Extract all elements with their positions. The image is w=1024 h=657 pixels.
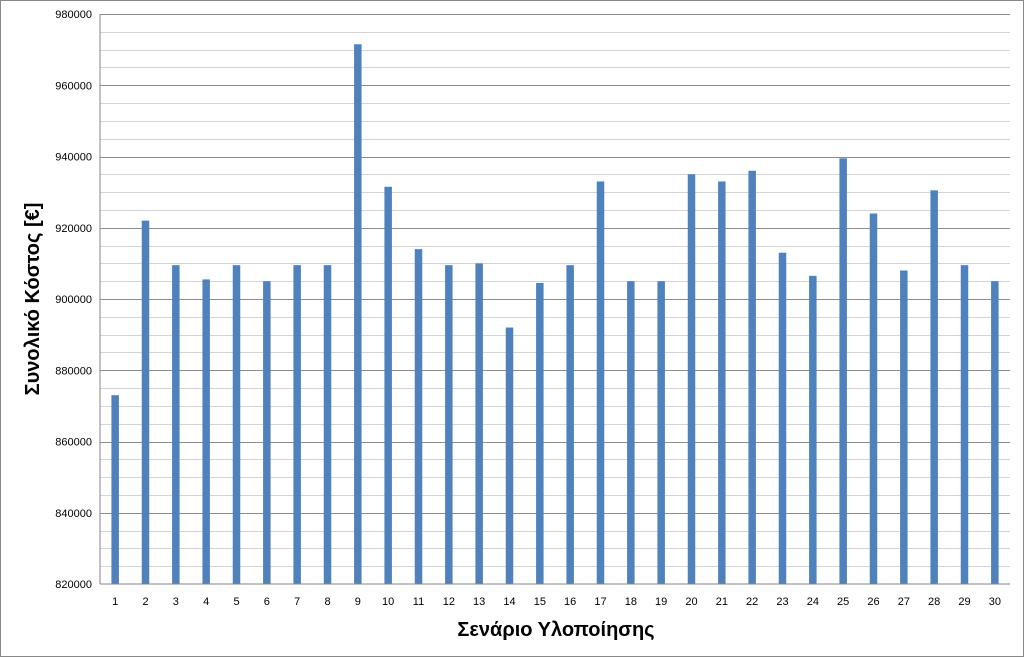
y-tick-label: 960000: [55, 80, 92, 92]
x-tick-label: 28: [928, 596, 940, 608]
bar-4: [202, 279, 210, 584]
x-tick-label: 20: [685, 596, 697, 608]
bar-27: [900, 270, 908, 584]
x-tick-labels: 1 2 3 4 5 6 7 8 9 10 11 12 13 14 15 16 17 18 19 20 21 22 23 24 2…: [112, 596, 1001, 608]
bar-2: [141, 220, 150, 584]
bar-14: [505, 327, 514, 584]
y-tick-label: 840000: [55, 508, 92, 520]
x-tick-label: 19: [655, 596, 667, 608]
bar-6: [263, 281, 271, 584]
x-tick-label: 30: [989, 596, 1001, 608]
bar-11: [414, 249, 423, 584]
x-tick-label: 22: [746, 596, 758, 608]
y-tick-label: 880000: [55, 365, 92, 377]
x-tick-label: 8: [324, 596, 330, 608]
x-axis-title: Σενάριο Υλοποίησης: [457, 619, 654, 641]
y-tick-label: 920000: [55, 223, 92, 235]
bar-25: [839, 158, 847, 584]
bar-13: [475, 263, 483, 584]
bar-24: [809, 275, 817, 584]
bar-26: [869, 213, 878, 584]
bar-22: [748, 170, 756, 584]
bar-30: [991, 281, 999, 584]
x-tick-label: 24: [807, 596, 819, 608]
bar-3: [172, 265, 180, 584]
x-tick-label: 4: [203, 596, 209, 608]
bar-8: [323, 265, 332, 584]
x-tick-label: 18: [625, 596, 637, 608]
bar-15: [536, 282, 544, 584]
y-tick-label: 900000: [55, 294, 92, 306]
x-tick-label: 12: [443, 596, 455, 608]
grid-lines: [100, 14, 1010, 567]
bar-16: [566, 265, 574, 584]
x-tick-label: 29: [958, 596, 970, 608]
bar-19: [657, 281, 665, 584]
bar-21: [718, 181, 726, 584]
bar-7: [293, 265, 301, 584]
y-tick-label: 980000: [55, 9, 92, 21]
bar-10: [384, 186, 392, 584]
y-tick-label: 940000: [55, 152, 92, 164]
x-tick-label: 14: [503, 596, 515, 608]
x-tick-label: 2: [142, 596, 148, 608]
x-tick-label: 7: [294, 596, 300, 608]
bar-20: [687, 174, 696, 584]
axes: [99, 14, 1010, 585]
bar-5: [232, 265, 241, 584]
bar-12: [445, 265, 453, 584]
bar-1: [111, 395, 119, 584]
x-tick-label: 9: [355, 596, 361, 608]
x-tick-label: 16: [564, 596, 576, 608]
bar-9: [354, 44, 362, 584]
x-tick-label: 21: [716, 596, 728, 608]
y-tick-label: 820000: [55, 579, 92, 591]
x-tick-label: 27: [898, 596, 910, 608]
y-tick-label: 860000: [55, 437, 92, 449]
x-tick-label: 6: [264, 596, 270, 608]
x-tick-label: 1: [112, 596, 118, 608]
x-tick-label: 3: [173, 596, 179, 608]
bar-17: [596, 181, 605, 584]
x-tick-label: 5: [233, 596, 239, 608]
x-tick-label: 13: [473, 596, 485, 608]
bars: [111, 44, 999, 584]
x-tick-label: 17: [594, 596, 606, 608]
bar-29: [960, 265, 969, 584]
bar-23: [778, 252, 787, 584]
x-tick-label: 11: [413, 596, 424, 608]
bar-28: [930, 190, 938, 584]
x-tick-label: 23: [776, 596, 788, 608]
x-tick-label: 10: [382, 596, 394, 608]
y-tick-labels: 820000 840000 860000 880000 900000 920000 9400…: [55, 9, 92, 591]
x-tick-label: 26: [867, 596, 879, 608]
bar-18: [627, 281, 635, 584]
x-tick-label: 15: [534, 596, 546, 608]
x-tick-label: 25: [837, 596, 849, 608]
y-axis-title: Συνολικό Κόστος [€]: [22, 203, 44, 396]
